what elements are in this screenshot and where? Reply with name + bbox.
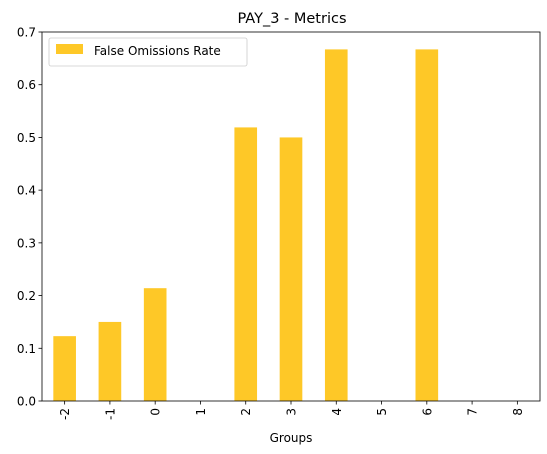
y-tick-label: 0.4 (17, 184, 36, 198)
x-tick-label: 7 (466, 408, 480, 416)
plot-area (53, 49, 439, 402)
bar--2 (53, 336, 76, 401)
legend: False Omissions Rate (48, 37, 248, 67)
x-tick-label: 1 (194, 408, 208, 416)
y-tick-label: 0.6 (17, 78, 36, 92)
bar-2 (234, 127, 258, 401)
x-axis: -2 -1 0 1 2 3 4 5 6 7 8 (58, 401, 525, 420)
bar-4 (324, 49, 348, 402)
x-tick-label: 2 (239, 408, 253, 416)
x-tick-label: 4 (330, 408, 344, 416)
y-axis: 0.0 0.1 0.2 0.3 0.4 0.5 0.6 0.7 (17, 26, 42, 409)
y-tick-label: 0.0 (17, 395, 36, 409)
x-tick-label: 0 (149, 408, 163, 416)
x-tick-label: 3 (285, 408, 299, 416)
x-axis-label: Groups (270, 431, 313, 445)
y-tick-label: 0.2 (17, 289, 36, 303)
y-tick-label: 0.1 (17, 342, 36, 356)
x-tick-label: 8 (511, 408, 525, 416)
x-tick-label: -1 (103, 408, 117, 420)
bar--1 (98, 321, 122, 401)
bar-6 (415, 49, 439, 402)
x-tick-label: 6 (420, 408, 434, 416)
chart-title: PAY_3 - Metrics (237, 11, 346, 27)
legend-frame (48, 37, 248, 67)
bar-3 (279, 137, 303, 401)
x-tick-label: -2 (58, 408, 72, 420)
y-tick-label: 0.7 (17, 26, 36, 40)
legend-label: False Omissions Rate (94, 44, 221, 58)
legend-swatch (56, 44, 83, 54)
y-tick-label: 0.5 (17, 131, 36, 145)
x-tick-label: 5 (375, 408, 389, 416)
y-tick-label: 0.3 (17, 236, 36, 250)
bar-0 (143, 288, 167, 401)
